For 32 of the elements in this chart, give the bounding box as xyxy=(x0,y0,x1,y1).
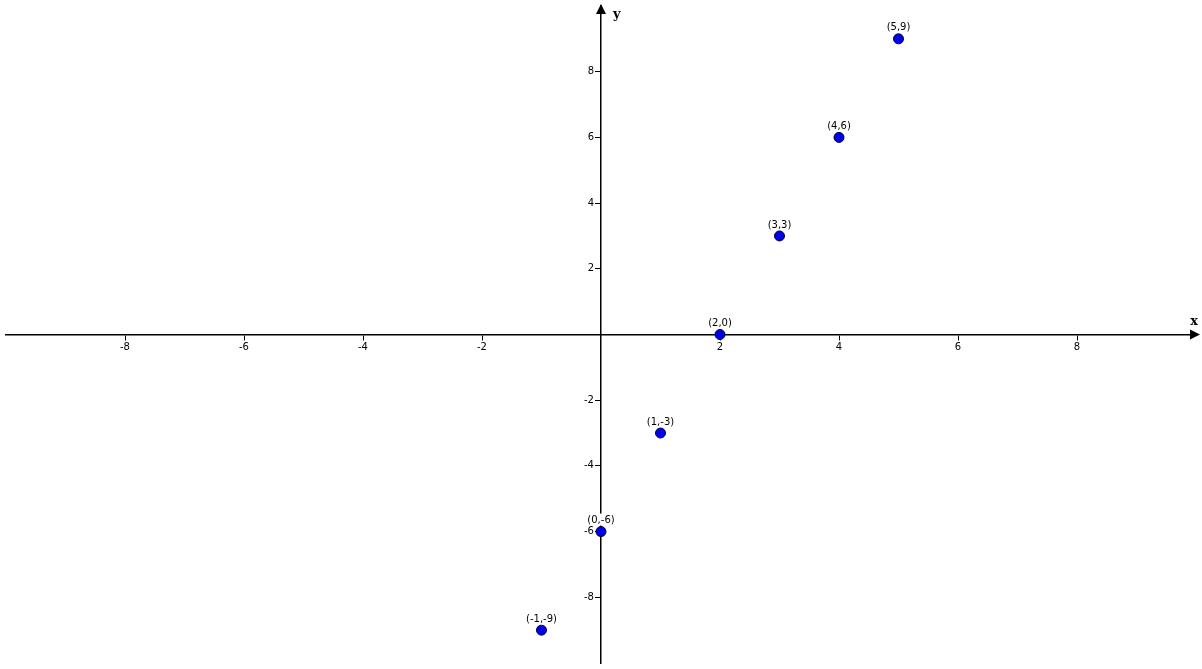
y-tick-label: 8 xyxy=(587,65,594,77)
x-tick-label: -8 xyxy=(120,341,130,353)
y-tick-label: 2 xyxy=(587,262,594,274)
x-tick-label: 4 xyxy=(835,341,843,353)
x-tick-label: 8 xyxy=(1073,341,1081,353)
point xyxy=(893,33,904,45)
point xyxy=(655,427,666,439)
annotation: (1,-3) xyxy=(646,415,675,427)
annotation: (2,0) xyxy=(708,317,732,329)
x-tick-label: -6 xyxy=(239,341,249,353)
x-axis-title: x xyxy=(1190,313,1199,329)
y-tick-label: -4 xyxy=(584,459,594,471)
annotation: (0,-6) xyxy=(587,514,615,526)
point xyxy=(774,230,785,242)
point xyxy=(714,329,726,340)
x-tick-label: -4 xyxy=(358,341,368,353)
x-tick-label: 2 xyxy=(716,341,724,353)
point xyxy=(595,526,607,538)
y-tick-label: 4 xyxy=(587,196,594,208)
annotation: (3,3) xyxy=(767,218,792,230)
x-tick-label: 6 xyxy=(954,341,962,353)
y-tick-label: -8 xyxy=(584,590,594,602)
annotation: (-1,-9) xyxy=(526,612,558,624)
point xyxy=(833,131,845,143)
y-tick-label: 6 xyxy=(587,130,594,142)
annotation: (5,9) xyxy=(886,21,911,33)
y-tick-label: -6 xyxy=(584,525,594,537)
annotation: (4,6) xyxy=(827,119,851,131)
y-axis-title: y xyxy=(612,5,621,21)
x-tick-label: -2 xyxy=(477,341,487,353)
point xyxy=(536,624,547,636)
y-tick-label: -2 xyxy=(584,393,594,405)
